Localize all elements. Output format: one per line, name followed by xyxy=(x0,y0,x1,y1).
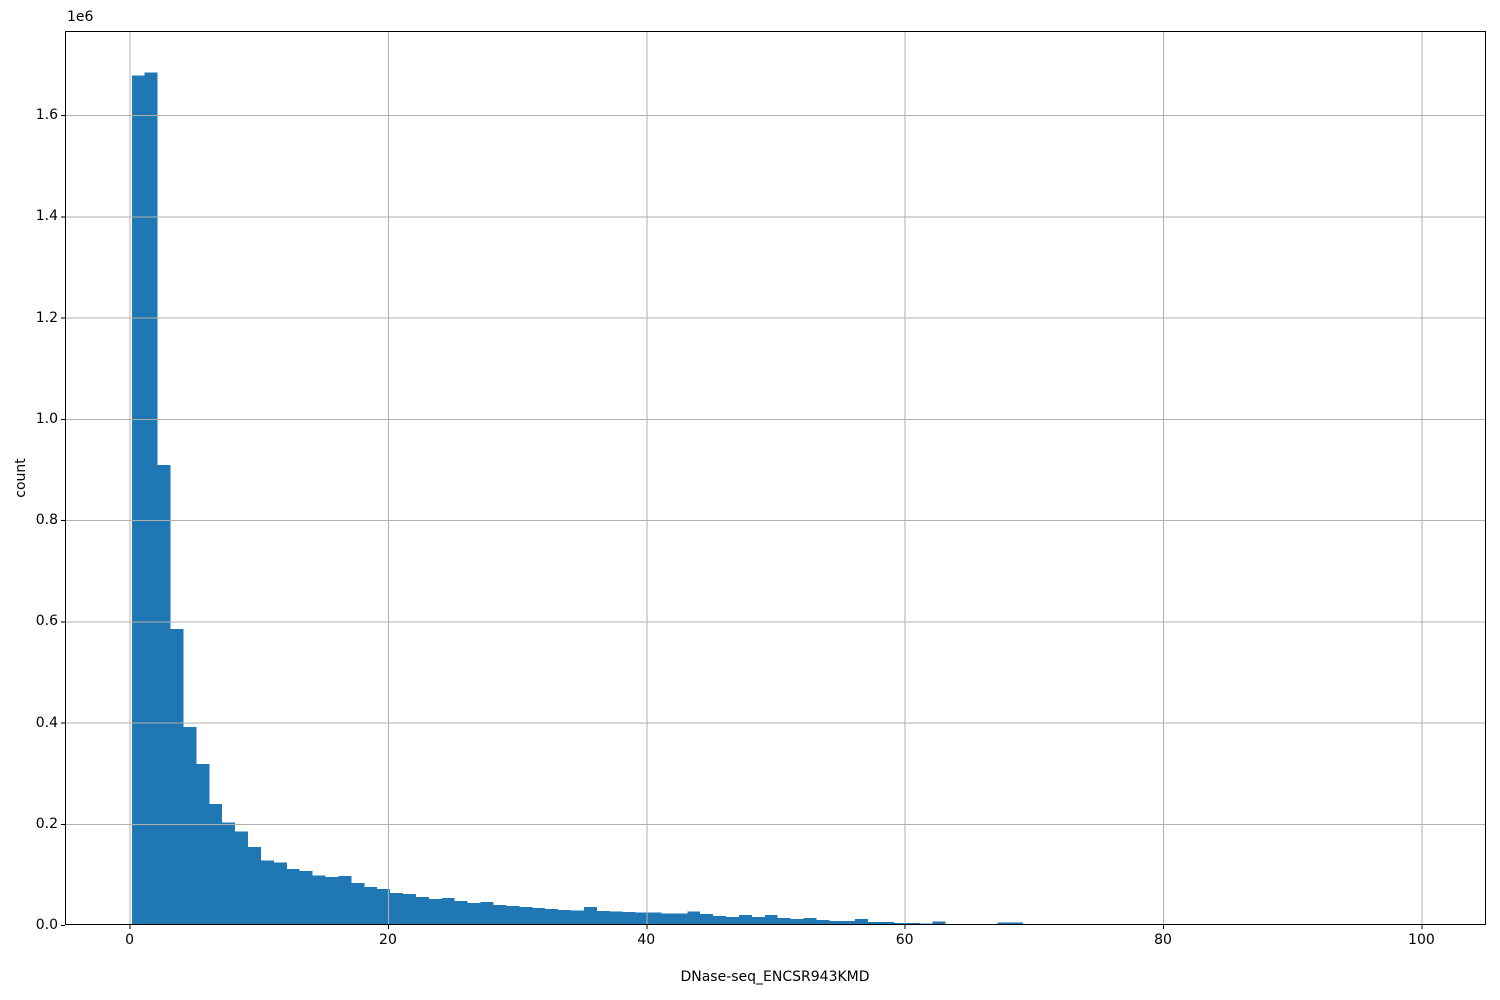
histogram-bar xyxy=(415,897,429,925)
histogram-bar xyxy=(726,916,739,925)
histogram-bar xyxy=(635,912,649,925)
histogram-bar xyxy=(493,904,507,925)
histogram-bar xyxy=(777,917,791,925)
histogram-bar xyxy=(700,913,714,925)
y-tick-label: 1.0 xyxy=(35,410,58,427)
histogram-bar xyxy=(196,764,210,925)
histogram-bar xyxy=(312,875,326,925)
histogram-bar xyxy=(997,922,1011,925)
histogram-bar xyxy=(454,901,468,925)
y-tick-label: 0.6 xyxy=(35,613,58,630)
x-tick-label: 20 xyxy=(379,932,397,948)
histogram-bar xyxy=(1010,922,1024,925)
histogram-bar xyxy=(622,911,636,925)
histogram-bar xyxy=(855,918,869,925)
histogram-bar xyxy=(661,913,675,925)
histogram-bar xyxy=(713,915,727,925)
histogram-bar xyxy=(893,922,907,925)
y-tick-label: 0.8 xyxy=(35,512,58,529)
histogram-bar xyxy=(273,862,287,925)
histogram-bar xyxy=(609,911,623,925)
x-tick-label: 60 xyxy=(895,932,914,948)
histogram-bar xyxy=(170,628,184,925)
histogram-bar xyxy=(144,72,158,925)
axes-spines xyxy=(65,31,1486,925)
histogram-bar xyxy=(351,882,365,925)
histogram-bar xyxy=(932,921,946,925)
histogram-bar xyxy=(428,899,442,925)
histogram-bar xyxy=(325,876,339,925)
y-axis-label: count xyxy=(13,458,29,498)
histogram-bar xyxy=(545,908,559,925)
x-tick-label: 0 xyxy=(125,932,135,948)
histogram-bar xyxy=(248,847,261,925)
y-tick-label: 1.6 xyxy=(35,107,58,124)
histogram-bar xyxy=(364,887,378,925)
histogram-bar xyxy=(583,906,597,925)
histogram-bar xyxy=(816,919,830,925)
histogram-bar xyxy=(803,917,817,925)
histogram-bar xyxy=(480,902,494,925)
histogram-bar xyxy=(906,922,920,925)
x-tick-label: 80 xyxy=(1154,932,1172,948)
histogram-bar xyxy=(390,893,404,925)
histogram-bar xyxy=(157,464,171,925)
histogram-bar xyxy=(506,905,520,925)
y-tick-label: 0.0 xyxy=(35,917,58,933)
histogram-bar xyxy=(183,727,197,925)
y-tick-label: 1.4 xyxy=(35,208,58,225)
histogram-bar xyxy=(868,921,882,925)
histogram-bar xyxy=(687,911,701,925)
histogram-bar xyxy=(441,898,455,925)
histogram-bar xyxy=(519,906,533,925)
y-tick-label: 1.2 xyxy=(35,309,58,326)
histogram-bar xyxy=(842,920,856,925)
x-tick-label: 40 xyxy=(637,932,656,948)
histogram-bar xyxy=(596,910,610,925)
y-tick-label: 0.4 xyxy=(35,714,58,731)
histogram-bar xyxy=(571,910,584,925)
histogram-bar xyxy=(260,860,274,925)
x-axis-label: DNase-seq_ENCSR943KMD xyxy=(680,969,870,985)
histogram-bar xyxy=(751,916,765,925)
histogram-bar xyxy=(209,804,223,925)
histogram-bar xyxy=(738,914,752,925)
histogram-bar xyxy=(532,907,546,925)
histogram-bar xyxy=(881,921,894,925)
histogram-bar xyxy=(403,894,416,925)
histogram-bar xyxy=(558,909,572,925)
histogram-bar xyxy=(674,913,688,925)
histogram-bar xyxy=(829,920,843,925)
histogram-bar xyxy=(338,875,352,925)
histogram-bar xyxy=(222,822,236,925)
histogram-bar xyxy=(764,914,778,925)
histogram-bar xyxy=(377,889,391,925)
histogram-bar xyxy=(286,868,300,925)
histogram-bar xyxy=(131,75,145,926)
histogram-bar xyxy=(790,918,804,925)
y-axis-offset-text: 1e6 xyxy=(67,9,94,25)
histogram-bar xyxy=(467,903,481,925)
x-tick-label: 100 xyxy=(1408,932,1435,948)
histogram-bar xyxy=(299,870,313,925)
y-tick-label: 0.2 xyxy=(35,815,58,832)
histogram-bar xyxy=(235,831,249,925)
histogram-bar xyxy=(648,912,662,925)
